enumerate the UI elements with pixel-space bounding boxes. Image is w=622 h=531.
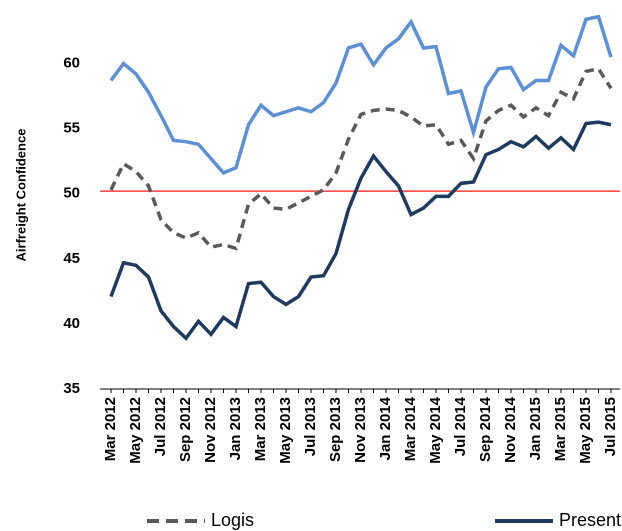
series-line: [109, 66, 613, 251]
x-tick-label: Sep 2014: [477, 396, 494, 462]
x-tick-label: Jul 2012: [152, 397, 169, 456]
legend-label: Logis: [211, 510, 254, 530]
y-tick-label: 40: [63, 315, 80, 332]
x-tick-label: May 2015: [577, 397, 594, 464]
x-tick-label: Mar 2012: [102, 397, 119, 461]
x-tick-label: May 2013: [277, 397, 294, 464]
y-tick-label: 35: [63, 380, 80, 397]
y-tick-label: 60: [63, 55, 80, 72]
x-tick-label: Jul 2014: [452, 396, 469, 456]
x-tick-label: Jan 2014: [377, 396, 394, 460]
x-tick-label: Nov 2012: [202, 397, 219, 463]
x-tick-label: Sep 2012: [177, 397, 194, 462]
x-tick-label: Mar 2013: [252, 397, 269, 461]
x-tick-label: Jan 2015: [527, 397, 544, 460]
series-line: [109, 120, 612, 341]
x-tick-label: Nov 2013: [352, 397, 369, 463]
x-tick-label: Mar 2014: [402, 396, 419, 461]
x-tick-label: Nov 2014: [502, 396, 519, 463]
x-tick-label: May 2012: [127, 397, 144, 464]
y-axis-label: Airfreight Confidence: [13, 129, 28, 262]
y-tick-label: 45: [63, 250, 80, 267]
x-tick-label: Sep 2013: [327, 397, 344, 462]
legend-label: Present Situation: [559, 510, 622, 530]
x-tick-label: Jan 2013: [227, 397, 244, 460]
y-tick-label: 50: [63, 185, 80, 202]
series-line: [109, 14, 613, 176]
x-tick-label: Jul 2013: [302, 397, 319, 456]
x-tick-label: Jul 2015: [602, 397, 619, 456]
x-tick-label: Mar 2015: [552, 397, 569, 461]
y-tick-label: 55: [63, 120, 80, 137]
x-tick-label: May 2014: [427, 396, 444, 463]
